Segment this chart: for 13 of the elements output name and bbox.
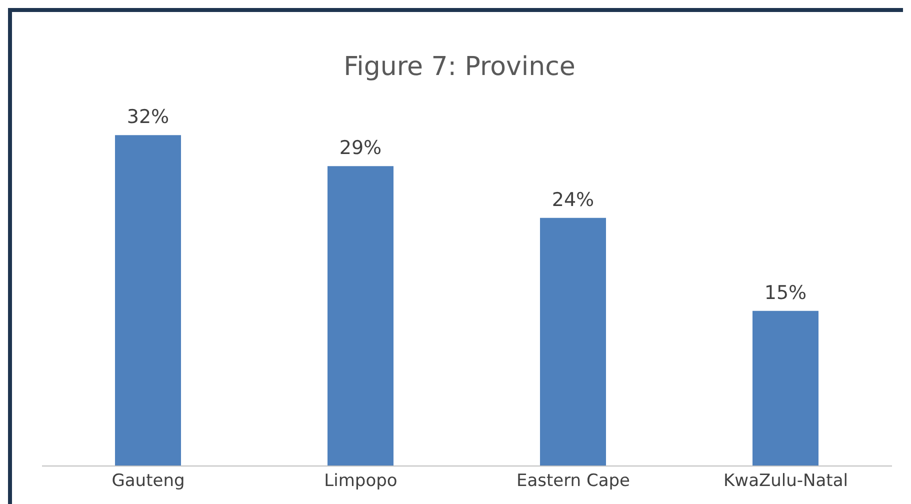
x-tick-label: Eastern Cape (516, 471, 630, 492)
x-tick-label: Limpopo (324, 471, 398, 492)
x-tick-label: KwaZulu-Natal (724, 471, 848, 492)
bar (115, 135, 181, 466)
x-tick-label: Gauteng (112, 471, 185, 492)
data-label: 15% (764, 282, 807, 304)
data-label: 32% (126, 106, 170, 128)
data-label: 24% (552, 188, 594, 211)
bar (752, 310, 818, 466)
chart-title: Figure 7: Province (342, 52, 576, 82)
bar (328, 166, 394, 466)
data-label: 29% (339, 137, 382, 160)
bar (540, 218, 606, 466)
